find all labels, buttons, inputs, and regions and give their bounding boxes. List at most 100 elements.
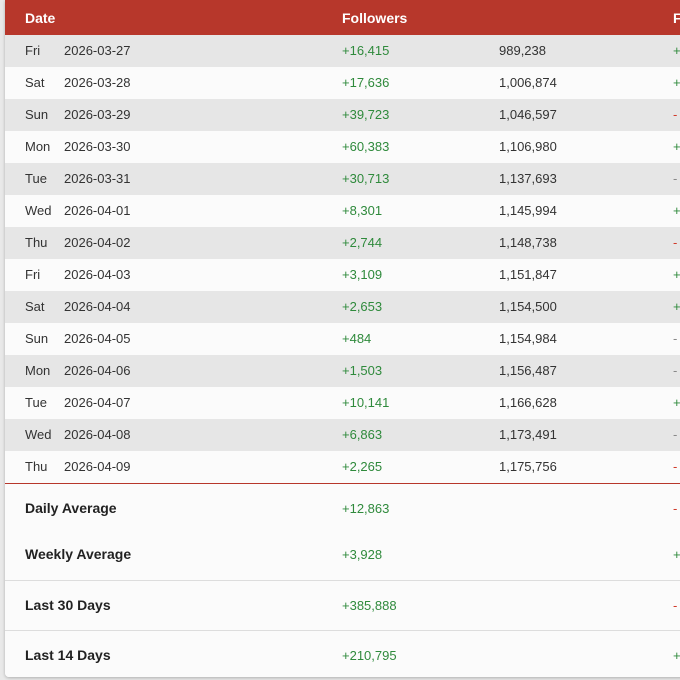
row-day: Fri [25, 267, 41, 282]
row-truncated-value: - [673, 171, 678, 186]
row-date: 2026-04-03 [64, 267, 131, 282]
table-row: Fri 2026-03-27 +16,415 989,238 + [5, 35, 680, 67]
row-followers-total: 1,154,500 [499, 299, 557, 314]
row-followers-change: +2,653 [342, 299, 383, 314]
row-day: Sat [25, 75, 45, 90]
summary-label: Weekly Average [25, 546, 132, 562]
summary-truncated-value: - [673, 598, 678, 613]
header-followers[interactable]: Followers [342, 10, 408, 26]
row-day: Sun [25, 331, 49, 346]
row-truncated-value: + [673, 395, 680, 410]
row-followers-total: 1,175,756 [499, 459, 557, 474]
table-row: Sun 2026-03-29 +39,723 1,046,597 - [5, 99, 680, 131]
row-followers-total: 1,137,693 [499, 171, 557, 186]
summary-truncated-value: + [673, 648, 680, 663]
row-followers-change: +30,713 [342, 171, 390, 186]
row-day: Sun [25, 107, 49, 122]
table-row: Thu 2026-04-02 +2,744 1,148,738 - [5, 227, 680, 259]
row-day: Tue [25, 171, 47, 186]
table-row: Sat 2026-04-04 +2,653 1,154,500 + [5, 291, 680, 323]
table-row: Mon 2026-04-06 +1,503 1,156,487 - [5, 355, 680, 387]
row-followers-change: +484 [342, 331, 372, 346]
summary-truncated-value: + [673, 547, 680, 562]
table-row: Mon 2026-03-30 +60,383 1,106,980 + [5, 131, 680, 163]
summary-label: Daily Average [25, 500, 117, 516]
row-truncated-value: + [673, 203, 680, 218]
row-truncated-value: - [673, 363, 678, 378]
row-day: Wed [25, 427, 52, 442]
summary-label: Last 14 Days [25, 647, 111, 663]
row-followers-total: 1,046,597 [499, 107, 557, 122]
row-date: 2026-04-01 [64, 203, 131, 218]
row-date: 2026-03-27 [64, 43, 131, 58]
table-row: Tue 2026-04-07 +10,141 1,166,628 + [5, 387, 680, 419]
row-followers-change: +39,723 [342, 107, 390, 122]
row-followers-total: 1,154,984 [499, 331, 557, 346]
summary-row: Weekly Average +3,928 + [5, 532, 680, 580]
stats-card: Date Followers F Fri 2026-03-27 +16,415 989… [5, 0, 680, 677]
row-truncated-value: + [673, 299, 680, 314]
row-day: Thu [25, 459, 48, 474]
table-row: Wed 2026-04-08 +6,863 1,173,491 - [5, 419, 680, 451]
row-date: 2026-04-05 [64, 331, 131, 346]
row-followers-total: 1,106,980 [499, 139, 557, 154]
summary-row: Last 30 Days +385,888 - [5, 580, 680, 630]
row-followers-total: 1,173,491 [499, 427, 557, 442]
row-followers-total: 1,006,874 [499, 75, 557, 90]
row-date: 2026-03-28 [64, 75, 131, 90]
row-followers-total: 1,166,628 [499, 395, 557, 410]
summary-row: Last 14 Days +210,795 + [5, 630, 680, 677]
row-truncated-value: + [673, 43, 680, 58]
row-day: Mon [25, 139, 51, 154]
row-day: Wed [25, 203, 52, 218]
table-row: Sun 2026-04-05 +484 1,154,984 - [5, 323, 680, 355]
row-day: Mon [25, 363, 51, 378]
row-date: 2026-03-30 [64, 139, 131, 154]
row-followers-change: +2,744 [342, 235, 383, 250]
row-followers-total: 1,156,487 [499, 363, 557, 378]
row-followers-change: +10,141 [342, 395, 390, 410]
summary-value: +210,795 [342, 648, 397, 663]
row-day: Tue [25, 395, 47, 410]
summary-value: +385,888 [342, 598, 397, 613]
row-truncated-value: - [673, 107, 678, 122]
row-truncated-value: + [673, 139, 680, 154]
table-row: Sat 2026-03-28 +17,636 1,006,874 + [5, 67, 680, 99]
row-followers-total: 989,238 [499, 43, 546, 58]
summary-label: Last 30 Days [25, 597, 111, 613]
row-day: Thu [25, 235, 48, 250]
table-row: Fri 2026-04-03 +3,109 1,151,847 + [5, 259, 680, 291]
row-date: 2026-03-29 [64, 107, 131, 122]
row-followers-total: 1,148,738 [499, 235, 557, 250]
row-followers-total: 1,151,847 [499, 267, 557, 282]
row-followers-change: +8,301 [342, 203, 383, 218]
row-date: 2026-03-31 [64, 171, 131, 186]
row-truncated-value: - [673, 459, 678, 474]
row-date: 2026-04-08 [64, 427, 131, 442]
row-day: Sat [25, 299, 45, 314]
row-followers-change: +2,265 [342, 459, 383, 474]
row-truncated-value: - [673, 427, 678, 442]
row-date: 2026-04-07 [64, 395, 131, 410]
row-truncated-value: + [673, 267, 680, 282]
row-day: Fri [25, 43, 41, 58]
row-date: 2026-04-04 [64, 299, 131, 314]
table-header: Date Followers F [5, 0, 680, 35]
table-body: Fri 2026-03-27 +16,415 989,238 + Sat 2026-03-2… [5, 35, 680, 483]
row-date: 2026-04-09 [64, 459, 131, 474]
row-date: 2026-04-02 [64, 235, 131, 250]
summary-divider [5, 483, 680, 484]
summary-section: Daily Average +12,863 - Weekly Average +3,92… [5, 484, 680, 677]
summary-row: Daily Average +12,863 - [5, 484, 680, 532]
row-followers-change: +6,863 [342, 427, 383, 442]
header-date[interactable]: Date [25, 10, 56, 26]
row-followers-change: +1,503 [342, 363, 383, 378]
table-row: Thu 2026-04-09 +2,265 1,175,756 - [5, 451, 680, 483]
row-followers-change: +60,383 [342, 139, 390, 154]
header-truncated[interactable]: F [673, 10, 680, 26]
row-truncated-value: - [673, 235, 678, 250]
row-followers-total: 1,145,994 [499, 203, 557, 218]
table-row: Tue 2026-03-31 +30,713 1,137,693 - [5, 163, 680, 195]
summary-value: +12,863 [342, 501, 390, 516]
row-truncated-value: - [673, 331, 678, 346]
